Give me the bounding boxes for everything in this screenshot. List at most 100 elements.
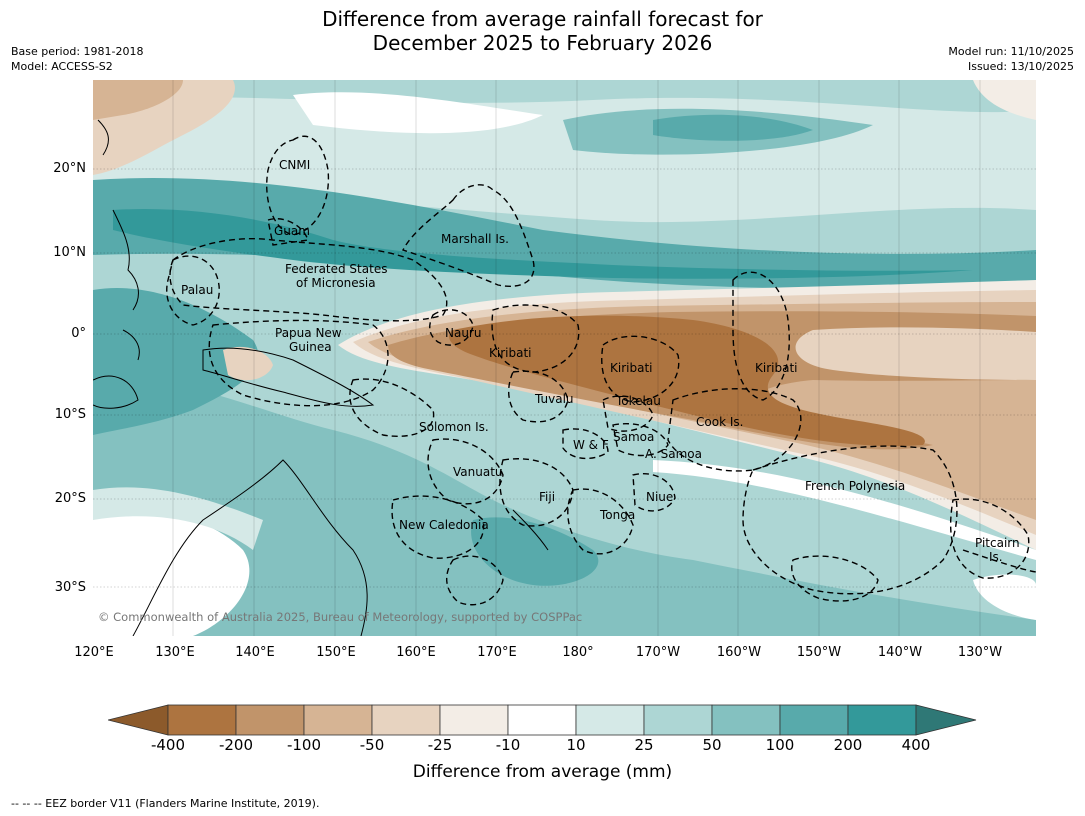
eez-norfolk <box>446 555 504 606</box>
eez-fsm <box>169 238 448 322</box>
colorbar-segment <box>779 704 849 736</box>
north-white-patch <box>293 92 543 134</box>
lon-label-120e: 120°E <box>74 645 114 660</box>
colorbar-tick-label: 25 <box>634 736 654 754</box>
lat-label-20s: 20°S <box>54 491 86 506</box>
label-tuvalu: Tuvalu <box>534 392 574 406</box>
lat-label-10n: 10°N <box>53 245 86 260</box>
label-png-1: Papua New <box>275 326 342 340</box>
label-vanuatu: Vanuatu <box>453 465 503 479</box>
eez-pitcairn <box>949 498 1030 579</box>
white-margin-east <box>653 460 1036 560</box>
colorbar-tick-label: -25 <box>427 736 453 754</box>
eez-kiribati-central <box>601 335 680 403</box>
label-kiribati-east: Kiribati <box>755 361 797 375</box>
colorbar-segment <box>235 704 305 736</box>
label-samoa: Samoa <box>613 430 654 444</box>
label-niue: Niue <box>646 490 673 504</box>
eez-borders <box>166 135 1036 606</box>
label-fsm-1: Federated States <box>285 262 387 276</box>
label-french-polynesia: French Polynesia <box>805 479 905 493</box>
colorbar-tick-label: -100 <box>286 736 322 754</box>
png-white <box>223 346 273 381</box>
label-cnmi: CNMI <box>279 158 310 172</box>
lon-label-160w: 160°W <box>716 645 762 660</box>
lat-label-10s: 10°S <box>54 407 86 422</box>
label-kiribati-west: Kiribati <box>489 346 531 360</box>
lon-label-160e: 160°E <box>396 645 436 660</box>
meridians <box>172 80 981 636</box>
south-white-west <box>93 507 250 636</box>
lat-label-20n: 20°N <box>53 161 86 176</box>
label-pitcairn-1: Pitcairn <box>975 536 1020 550</box>
south-wet-band <box>93 378 1036 636</box>
north-dark-patch <box>653 114 813 141</box>
coast-japan <box>97 119 109 156</box>
southeast-white <box>973 574 1036 620</box>
colorbar-segment <box>439 704 509 736</box>
coast-borneo <box>93 375 139 409</box>
label-fsm-2: of Micronesia <box>296 276 376 290</box>
coast-new-guinea <box>202 347 375 407</box>
lon-label-140w: 140°W <box>877 645 923 660</box>
eez-solomon <box>349 378 435 437</box>
coast-australia <box>132 459 368 636</box>
itcz-wet-band <box>93 178 1036 289</box>
chart-title: Difference from average rainfall forecas… <box>0 7 1085 55</box>
colorbar-tick-label: -400 <box>150 736 186 754</box>
label-kiribati-central: Kiribati <box>610 361 652 375</box>
eez-french-polynesia <box>742 445 958 595</box>
dry-northeast <box>973 80 1036 120</box>
south-light-west <box>93 487 263 550</box>
title-line-2: December 2025 to February 2026 <box>372 31 713 55</box>
colorbar-tick-label: 200 <box>833 736 863 754</box>
lon-label-140e: 140°E <box>235 645 275 660</box>
colorbar-tick-label: 50 <box>702 736 722 754</box>
eez-tonga <box>567 488 634 555</box>
label-palau: Palau <box>181 283 213 297</box>
label-nauru: Nauru <box>445 326 481 340</box>
colorbar-label: Difference from average (mm) <box>412 762 673 782</box>
eez-fiji <box>499 458 574 527</box>
south-wet-core <box>471 517 599 586</box>
colorbar-segment <box>507 704 577 736</box>
coast-philippines <box>112 209 140 361</box>
label-tonga: Tonga <box>599 508 635 522</box>
coastlines <box>93 119 549 636</box>
dry-tongue-light-east <box>795 327 1036 380</box>
eez-kiribati-east <box>732 271 790 401</box>
colorbar-extend-high <box>915 704 977 736</box>
lon-label-130e: 130°E <box>155 645 195 660</box>
colorbar <box>108 704 977 736</box>
label-solomon: Solomon Is. <box>419 420 489 434</box>
lat-label-30s: 30°S <box>54 580 86 595</box>
colorbar-tick-label: 400 <box>901 736 931 754</box>
label-fiji: Fiji <box>539 490 555 504</box>
title-line-1: Difference from average rainfall forecas… <box>322 7 763 31</box>
model-name: Model: ACCESS-S2 <box>11 60 113 73</box>
metadata-right: Model run: 11/10/2025 Issued: 13/10/2025 <box>948 44 1074 74</box>
eez-cook <box>667 388 802 472</box>
eez-niue <box>632 473 676 512</box>
lon-label-170e: 170°E <box>477 645 517 660</box>
colorbar-segment <box>711 704 781 736</box>
label-guam: Guam <box>274 224 310 238</box>
colorbar-segment <box>847 704 917 736</box>
issued-date: Issued: 13/10/2025 <box>967 60 1074 73</box>
lon-label-180: 180° <box>562 645 594 660</box>
colorbar-segment <box>303 704 373 736</box>
lon-label-150e: 150°E <box>316 645 356 660</box>
label-wf: W & F <box>573 438 609 452</box>
rainfall-map: CNMI Guam Marshall Is. Federated States … <box>93 80 1036 636</box>
colorbar-segment <box>575 704 645 736</box>
lat-label-0: 0° <box>71 326 86 341</box>
eez-vanuatu <box>427 438 504 505</box>
eez-guam <box>267 218 309 246</box>
dry-northwest-core <box>93 80 183 120</box>
eez-tuvalu <box>507 370 569 423</box>
colorbar-extend-low <box>108 704 169 736</box>
label-marshall: Marshall Is. <box>441 232 509 246</box>
eez-png <box>208 319 389 407</box>
label-new-caledonia: New Caledonia <box>399 518 489 532</box>
eez-east-tail <box>962 549 1036 573</box>
